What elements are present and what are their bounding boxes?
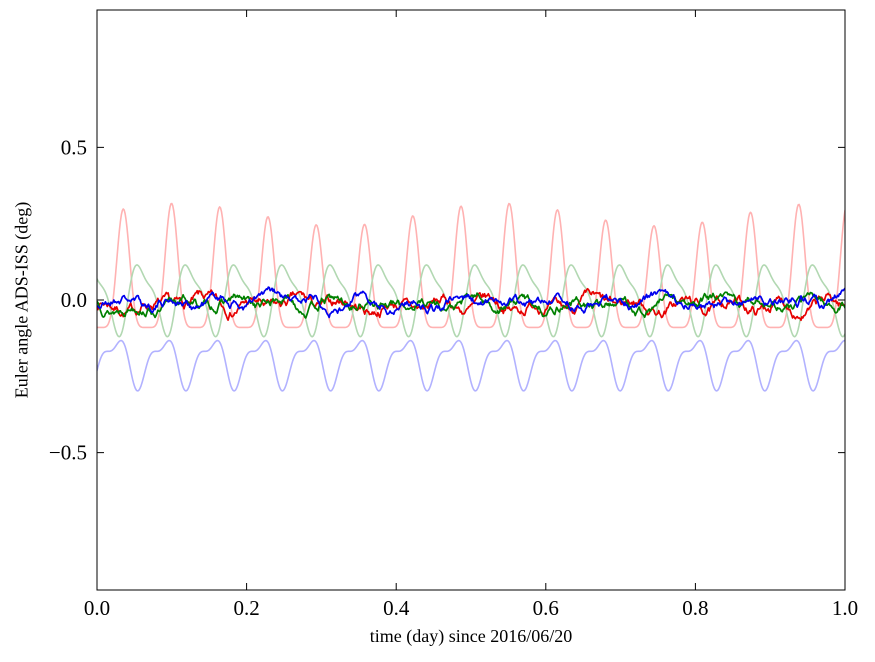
x-tick-label: 1.0 (832, 596, 858, 620)
y-tick-label: −0.5 (49, 441, 87, 465)
series-euler-angle-2-filtered (97, 291, 845, 319)
series-group (97, 202, 845, 392)
series-euler-angle-2-raw (97, 264, 845, 338)
series-euler-angle-3-filtered (97, 286, 845, 319)
x-tick-label: 0.6 (533, 596, 559, 620)
series-euler-angle-3-raw (97, 339, 845, 392)
y-axis-label: Euler angle ADS-ISS (deg) (11, 201, 32, 399)
x-tick-label: 0.2 (233, 596, 259, 620)
y-tick-label: 0.5 (61, 135, 87, 159)
x-tick-label: 0.4 (383, 596, 410, 620)
x-axis-label: time (day) since 2016/06/20 (369, 626, 573, 646)
x-tick-label: 0.0 (84, 596, 110, 620)
x-tick-label: 0.8 (682, 596, 708, 620)
series-euler-angle-1-raw (97, 202, 845, 329)
y-tick-label: 0.0 (61, 288, 87, 312)
